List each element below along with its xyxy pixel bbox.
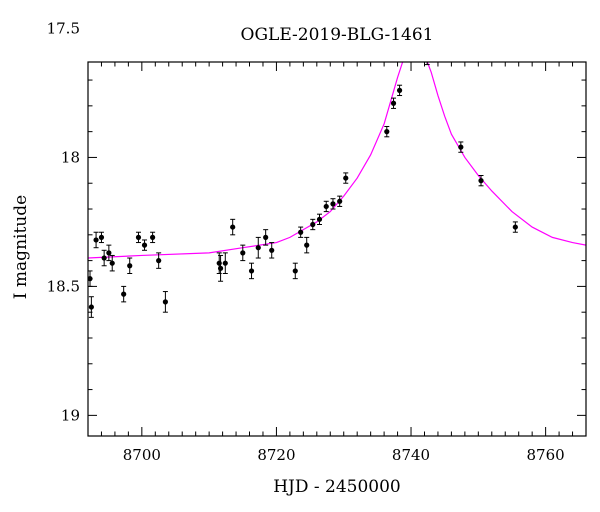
point-marker [156,258,162,264]
data-point [424,62,430,66]
point-marker [512,224,518,230]
point-marker [150,234,156,240]
point-marker [101,255,107,261]
x-tick-label: 8760 [527,446,565,464]
point-marker [106,250,112,256]
data-point [343,172,349,184]
point-marker [390,100,397,106]
data-point [298,226,304,238]
data-point [150,231,156,244]
x-tick-label: 8720 [257,446,295,464]
x-tick-label: 8700 [123,446,161,464]
point-marker [135,234,142,240]
data-point [292,262,298,280]
data-point [512,221,518,233]
point-marker [93,237,99,243]
point-marker [230,224,236,230]
data-point [404,47,409,57]
point-marker [109,260,115,266]
point-marker [255,245,261,251]
axis-tick-labels: 8700 8720 8740 8760 17.5 18 18.5 19 [47,19,565,464]
y-tick-label: 18 [61,148,80,166]
point-marker [222,260,228,266]
point-marker [304,242,310,248]
data-point [384,125,390,138]
point-marker [310,221,316,228]
point-marker [330,201,336,207]
point-marker [337,198,343,204]
point-marker [384,129,390,135]
point-marker [217,265,224,271]
data-point [121,285,127,303]
data-point [88,296,94,318]
data-point [269,242,275,259]
y-tick-label: 19 [61,406,80,424]
data-point [101,249,107,267]
data-point [323,200,329,213]
data-point [135,231,142,244]
data-point [162,291,168,313]
x-tick-label: 8740 [392,446,430,464]
point-marker [458,144,464,150]
point-marker [88,304,94,310]
point-marker [263,234,269,240]
point-marker [426,62,428,63]
data-point [93,231,99,249]
point-marker [127,263,133,269]
point-marker [240,250,246,256]
x-axis-label: HJD - 2450000 [273,477,401,497]
data-point [330,198,336,210]
data-point [304,236,310,254]
point-marker [141,242,148,248]
data-point [106,244,112,262]
data-point [255,236,261,259]
point-marker [292,268,298,274]
point-marker [269,247,275,253]
y-axis-label: I magnitude [11,195,31,299]
point-marker [298,229,304,235]
data-point [458,141,464,153]
data-point [98,231,105,244]
model-curve [88,62,586,259]
point-marker [88,276,93,282]
data-point [127,257,133,275]
data-point [478,174,484,187]
point-marker [404,49,409,54]
data-point [109,254,115,272]
data-point [396,84,403,97]
plot-frame [87,61,587,437]
point-marker [316,216,323,222]
data-point [141,239,148,251]
data-point [222,252,228,275]
point-marker [98,234,105,240]
chart-title: OGLE-2019-BLG-1461 [241,25,434,45]
data-point [240,244,246,262]
point-marker [248,268,255,274]
data-point [217,254,224,282]
data-point [248,262,255,280]
point-marker [323,203,329,210]
data-point [316,213,323,225]
point-marker [162,299,168,305]
point-marker [396,87,403,93]
data-point [263,229,269,246]
data-point [390,97,397,109]
data-point [230,218,236,236]
point-marker [343,175,349,181]
data-point [310,218,316,231]
point-marker [478,178,484,184]
data-point [337,195,343,207]
y-tick-label: 18.5 [47,277,80,295]
axis-ticks [87,62,587,436]
point-marker [121,291,127,297]
y-tick-label: 17.5 [47,19,80,37]
plot-area [88,47,586,318]
data-point [156,252,162,269]
